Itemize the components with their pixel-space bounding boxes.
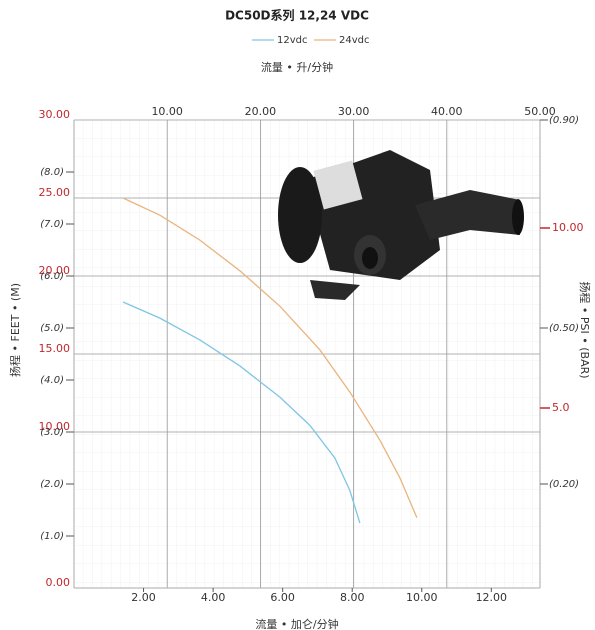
x2-tick-label: 20.00 (245, 105, 277, 118)
y-feet-tick-label: 10.00 (39, 420, 71, 433)
chart-title: DC50D系列 12,24 VDC (225, 8, 369, 23)
y2-tick-label: 10.00 (552, 221, 584, 234)
y-feet-tick-label: 30.00 (39, 108, 71, 121)
y2-axis-label: 扬程 • PSI • (BAR) (578, 281, 592, 378)
y-feet-tick-label: 20.00 (39, 264, 71, 277)
x2-tick-label: 10.00 (151, 105, 183, 118)
series-line (122, 197, 418, 519)
x2-tick-label: 50.00 (524, 105, 556, 118)
y-feet-tick-label: 25.00 (39, 186, 71, 199)
x2-tick-label: 40.00 (431, 105, 463, 118)
y-tick-label: (1.0) (40, 531, 64, 542)
y-feet-tick-label: 15.00 (39, 342, 71, 355)
x2-axis-label: 流量 • 升/分钟 (261, 60, 333, 74)
y-tick-label: (5.0) (40, 323, 64, 334)
y-tick-label: (6.0) (40, 271, 64, 282)
y-tick-label: (4.0) (40, 375, 64, 386)
y-bar-tick-label: (0.20) (549, 479, 579, 490)
x-tick-label: 12.00 (476, 591, 508, 604)
y-tick-label: (3.0) (40, 427, 64, 438)
x-tick-label: 8.00 (340, 591, 365, 604)
legend-label: 24vdc (339, 35, 370, 46)
y-axis-label: 扬程 • FEET • (M) (8, 283, 22, 377)
y2-tick-label: 5.0 (552, 401, 570, 414)
x-tick-label: 4.00 (201, 591, 226, 604)
y-tick-label: (7.0) (40, 219, 64, 230)
x-tick-label: 6.00 (270, 591, 295, 604)
x-tick-label: 2.00 (131, 591, 156, 604)
y-bar-tick-label: (0.90) (549, 115, 579, 126)
x-axis-label: 流量 • 加仑/分钟 (255, 617, 338, 630)
y-tick-label: (2.0) (40, 479, 64, 490)
legend-label: 12vdc (277, 35, 308, 46)
x2-tick-label: 30.00 (338, 105, 370, 118)
x-tick-label: 10.00 (406, 591, 438, 604)
series-line (122, 301, 361, 524)
y-feet-tick-label: 0.00 (46, 576, 71, 589)
pump-image (278, 150, 524, 300)
y-tick-label: (8.0) (40, 167, 64, 178)
y-bar-tick-label: (0.50) (549, 323, 579, 334)
